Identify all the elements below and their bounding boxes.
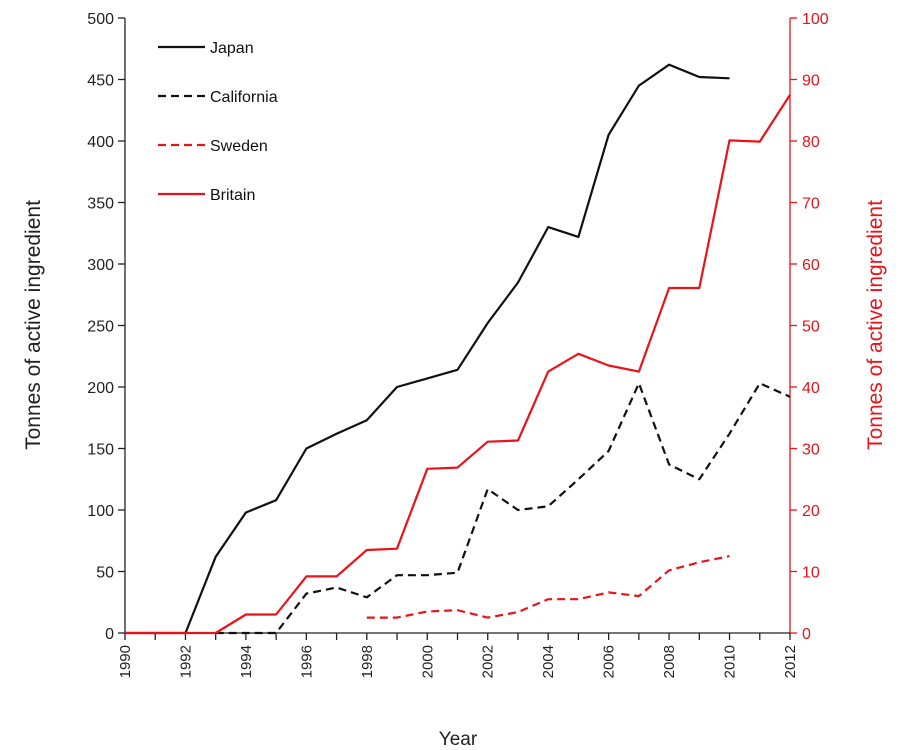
x-tick-label: 2010 (722, 645, 739, 678)
left-y-tick-label: 400 (87, 134, 114, 151)
y-axis-title-right: Tonnes of active ingredient (864, 200, 887, 450)
x-tick-label: 1996 (298, 645, 315, 678)
x-tick-label: 2002 (480, 645, 497, 678)
series-line-japan (125, 63, 730, 635)
series-line-britain (125, 94, 791, 635)
left-y-tick-label: 300 (87, 257, 114, 274)
x-tick-label: 1990 (117, 645, 134, 678)
left-y-tick-label: 500 (87, 11, 114, 28)
right-y-tick-label: 80 (802, 134, 820, 151)
legend: Japan California Sweden Britain (158, 40, 278, 204)
left-y-ticks: 0 50 100 150 200 250 300 350 400 450 500 (87, 11, 125, 643)
left-y-tick-label: 200 (87, 380, 114, 397)
series-line-california (215, 382, 791, 635)
right-y-tick-label: 0 (802, 626, 811, 643)
right-y-tick-label: 60 (802, 257, 820, 274)
right-y-tick-label: 90 (802, 73, 820, 90)
left-y-tick-label: 450 (87, 73, 114, 90)
right-y-tick-label: 10 (802, 565, 820, 582)
legend-label-sweden: Sweden (210, 138, 268, 155)
right-y-tick-label: 50 (802, 319, 820, 336)
axes (124, 18, 791, 634)
x-tick-label: 1998 (359, 645, 376, 678)
right-y-ticks: 0 10 20 30 40 50 60 70 80 90 100 (790, 11, 829, 643)
series-line-sweden (366, 555, 730, 619)
x-ticks: 1990 1992 1994 1996 1998 2000 2002 2004 2006 2008… (117, 633, 799, 678)
series-layer (125, 63, 791, 635)
left-y-tick-label: 150 (87, 442, 114, 459)
right-y-tick-label: 40 (802, 380, 820, 397)
x-tick-label: 2006 (601, 645, 618, 678)
right-y-tick-label: 20 (802, 503, 820, 520)
legend-label-britain: Britain (210, 187, 255, 204)
x-tick-label: 2008 (661, 645, 678, 678)
x-tick-label: 2004 (540, 645, 557, 678)
x-tick-label: 2000 (419, 645, 436, 678)
legend-label-california: California (210, 89, 278, 106)
x-tick-label: 1992 (177, 645, 194, 678)
left-y-tick-label: 100 (87, 503, 114, 520)
x-axis-title: Year (439, 729, 478, 750)
left-y-tick-label: 250 (87, 319, 114, 336)
left-y-tick-label: 50 (96, 565, 114, 582)
right-y-tick-label: 70 (802, 196, 820, 213)
left-y-tick-label: 0 (105, 626, 114, 643)
right-y-tick-label: 100 (802, 11, 829, 28)
x-tick-label: 2012 (782, 645, 799, 678)
right-y-tick-label: 30 (802, 442, 820, 459)
y-axis-title-left: Tonnes of active ingredient (22, 200, 45, 450)
x-tick-label: 1994 (238, 645, 255, 678)
legend-label-japan: Japan (210, 40, 254, 57)
left-y-tick-label: 350 (87, 196, 114, 213)
